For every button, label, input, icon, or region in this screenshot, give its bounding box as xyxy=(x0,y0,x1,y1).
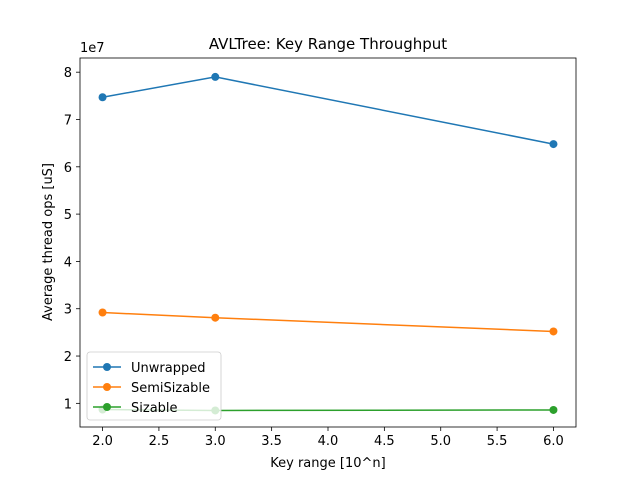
x-tick-label: 4.0 xyxy=(318,434,339,449)
x-tick-label: 2.5 xyxy=(149,434,170,449)
data-point xyxy=(98,93,107,102)
y-offset-label: 1e7 xyxy=(80,41,105,56)
x-tick-label: 3.5 xyxy=(261,434,282,449)
x-tick-label: 6.0 xyxy=(543,434,564,449)
legend-label: SemiSizable xyxy=(131,381,210,396)
data-point xyxy=(98,308,107,317)
data-point xyxy=(549,140,558,149)
y-tick-label: 7 xyxy=(64,114,72,129)
data-point xyxy=(549,405,558,414)
series-unwrapped xyxy=(98,72,558,149)
legend-label: Sizable xyxy=(131,401,178,416)
y-tick-label: 5 xyxy=(64,208,72,223)
series-semisizable xyxy=(98,308,558,336)
x-tick-label: 5.5 xyxy=(487,434,508,449)
legend-marker xyxy=(103,363,111,371)
y-tick-label: 6 xyxy=(64,161,72,176)
data-point xyxy=(549,327,558,336)
data-point xyxy=(211,72,220,81)
y-tick-label: 1 xyxy=(64,397,72,412)
y-tick-label: 8 xyxy=(64,66,72,81)
x-tick-label: 2.0 xyxy=(92,434,113,449)
y-tick-label: 4 xyxy=(64,255,72,270)
chart-title: AVLTree: Key Range Throughput xyxy=(209,35,447,53)
plot-area: 2.0 2.5 3.0 3.5 4.0 4.5 5.0 5.5 6.0 1 2 3 4 5 6 7 8 Unwra… xyxy=(64,57,577,449)
legend-marker xyxy=(103,403,111,411)
legend: Unwrapped SemiSizable Sizable xyxy=(86,351,222,421)
legend-label: Unwrapped xyxy=(131,361,205,376)
y-tick-label: 2 xyxy=(64,350,72,365)
legend-box xyxy=(86,351,222,421)
x-tick-label: 5.0 xyxy=(430,434,451,449)
x-tick-label: 3.0 xyxy=(205,434,226,449)
y-axis-label: Average thread ops [uS] xyxy=(41,163,56,321)
legend-marker xyxy=(103,383,111,391)
data-point xyxy=(211,313,220,322)
x-axis-label: Key range [10^n] xyxy=(270,456,385,471)
x-tick-label: 4.5 xyxy=(374,434,395,449)
y-tick-label: 3 xyxy=(64,303,72,318)
